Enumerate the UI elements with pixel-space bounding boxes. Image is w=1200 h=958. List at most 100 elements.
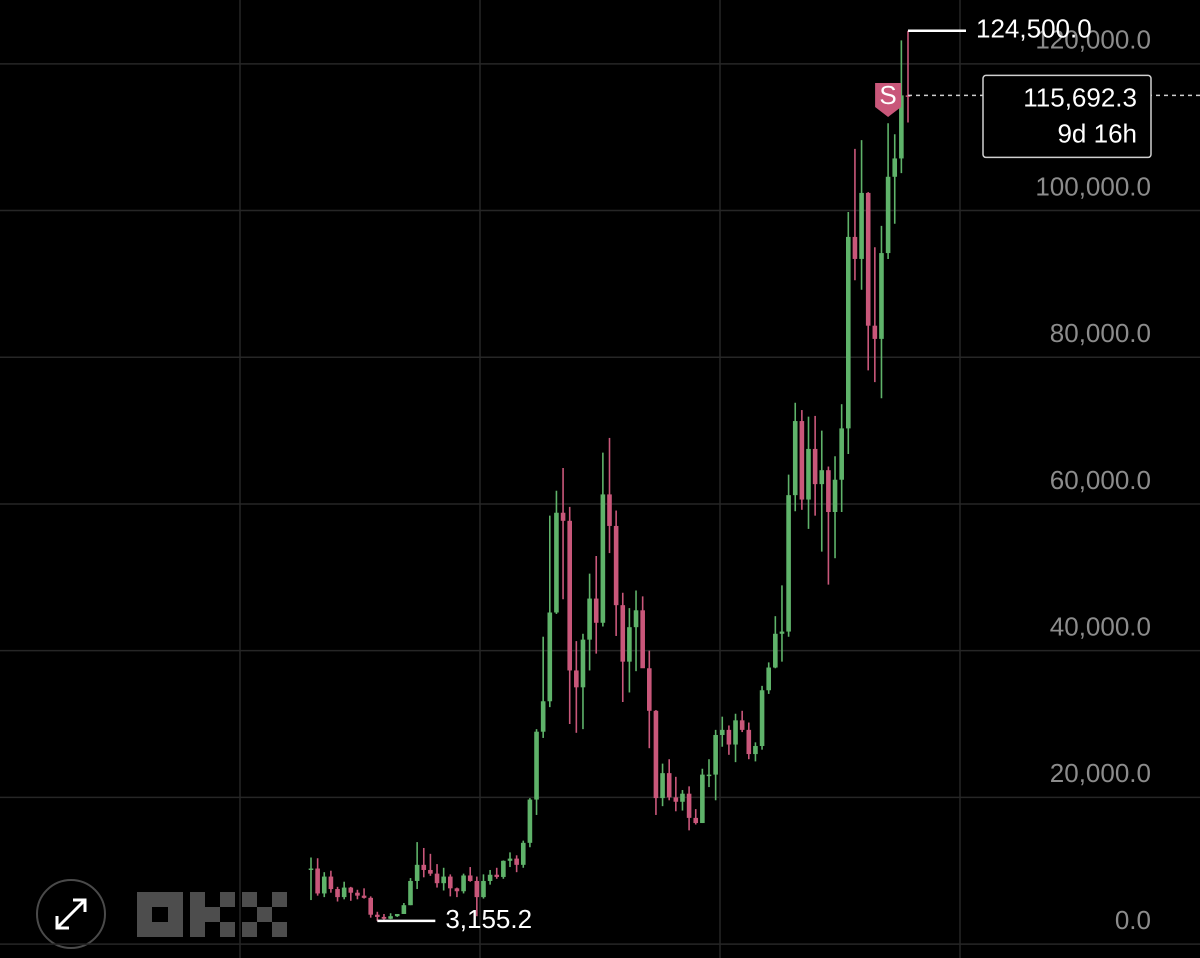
logo-block	[190, 922, 205, 937]
expand-button[interactable]	[36, 879, 106, 949]
y-tick-label: 40,000.0	[1050, 612, 1151, 642]
candle-body	[454, 888, 460, 892]
candle-body	[713, 735, 718, 775]
candle-body	[481, 880, 486, 898]
last-price-label: 115,692.3	[1023, 82, 1137, 112]
candle-body	[660, 773, 665, 799]
time-grid	[239, 0, 961, 958]
candle-body	[779, 631, 785, 634]
candle-body	[448, 876, 453, 889]
logo-block	[272, 922, 287, 937]
candle-body	[620, 605, 626, 662]
logo-block	[242, 922, 257, 937]
candle-body	[647, 668, 652, 711]
candle-body	[514, 858, 519, 865]
candle-body	[467, 875, 473, 881]
candle-body	[865, 192, 871, 326]
candle-body	[348, 887, 354, 893]
candle-body	[680, 793, 685, 802]
candle-body	[899, 95, 904, 159]
candle-body	[739, 720, 745, 730]
candle-body	[719, 729, 725, 736]
candle-body	[534, 731, 539, 800]
candle-body	[560, 512, 566, 521]
candle-body	[368, 897, 373, 915]
y-tick-label: 120,000.0	[1035, 25, 1151, 55]
candle-body	[540, 701, 546, 732]
candle-body	[733, 720, 738, 745]
candle-body	[394, 913, 400, 917]
y-tick-label: 60,000.0	[1050, 465, 1151, 495]
candle-body	[852, 236, 858, 259]
candle-body	[693, 817, 699, 824]
max-label: 124,500.0	[976, 14, 1092, 44]
candle-body	[421, 864, 427, 870]
candle-body	[315, 868, 320, 894]
countdown-label: 9d 16h	[1057, 118, 1137, 148]
candle-body	[832, 479, 838, 513]
candle-body	[766, 667, 771, 691]
candle-body	[700, 774, 705, 824]
candle-body	[520, 842, 526, 865]
candle-body	[567, 520, 572, 671]
logo-block	[272, 892, 287, 907]
candle-body	[746, 729, 752, 755]
candle-body	[726, 729, 732, 745]
candle-body	[859, 192, 864, 259]
candle-body	[653, 710, 659, 799]
y-tick-label: 80,000.0	[1050, 318, 1151, 348]
y-tick-label: 100,000.0	[1035, 171, 1151, 201]
candle-body	[799, 421, 805, 500]
candle-body	[633, 610, 639, 628]
candle-body	[487, 874, 493, 881]
candle-body	[846, 236, 851, 429]
logo-block	[190, 892, 205, 907]
candle-body	[627, 627, 632, 662]
candle-body	[773, 633, 778, 668]
logo-o-hole	[152, 907, 168, 922]
candle-body	[673, 797, 679, 802]
candle-body	[666, 773, 672, 798]
candle-body	[686, 793, 692, 818]
candle-body	[547, 612, 553, 702]
candle-body	[401, 905, 407, 914]
candle-body	[792, 421, 798, 496]
candle-body	[580, 639, 586, 688]
candle-body	[507, 858, 513, 861]
candle-body	[885, 176, 891, 254]
candle-body	[461, 875, 466, 892]
logo-block	[220, 922, 235, 937]
candle-body	[328, 876, 334, 890]
candle-body	[819, 470, 825, 485]
logo-block	[242, 892, 257, 907]
candle-body	[753, 746, 758, 755]
logo-block	[220, 892, 235, 907]
candle-body	[812, 448, 818, 485]
candle-body	[806, 448, 811, 500]
candle-body	[872, 325, 878, 339]
candle-body	[321, 876, 327, 894]
candle-body	[501, 860, 506, 877]
candle-body	[593, 598, 599, 623]
candle-body	[428, 869, 433, 874]
candle-body	[613, 525, 619, 606]
candle-body	[839, 428, 844, 480]
candle-body	[494, 874, 500, 877]
expand-icon	[55, 898, 87, 930]
candle-body	[786, 495, 791, 632]
candle-body	[706, 774, 712, 777]
candle-body	[574, 670, 579, 688]
signal-label: S	[879, 80, 896, 110]
candle-body	[408, 880, 413, 906]
candle-body	[759, 690, 765, 747]
candle-body	[381, 916, 387, 919]
candle-body	[587, 598, 592, 640]
candle-body	[527, 799, 533, 843]
candle-body	[434, 873, 440, 884]
okx-logo	[137, 892, 287, 937]
candle-body	[607, 494, 612, 526]
y-tick-label: 0.0	[1115, 905, 1151, 935]
signal-marker	[875, 83, 902, 117]
